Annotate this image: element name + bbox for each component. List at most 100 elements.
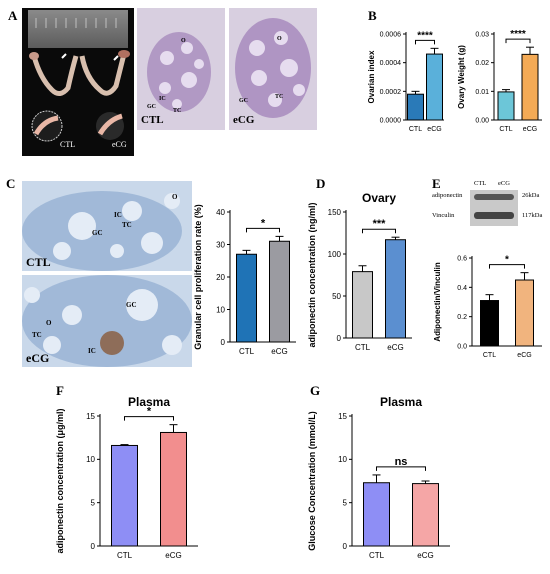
histology-c-ecg: GC O TC IC eCG — [22, 275, 192, 367]
ruler-ticks — [35, 18, 117, 28]
y-tick-label: 50 — [332, 292, 341, 301]
x-tick-label: eCG — [427, 126, 441, 133]
y-axis-label: Granular cell proliferation rate (%) — [193, 204, 203, 350]
bar-ecg — [160, 431, 187, 547]
y-tick-label: 40 — [216, 208, 225, 217]
histology-ctl-drawing — [147, 32, 211, 112]
y-tick-label: 0.03 — [475, 31, 489, 38]
x-tick-label: eCG — [417, 551, 433, 560]
y-tick-label: 0.02 — [475, 60, 489, 67]
y-axis-label: Glucose Concentration (mmol/L) — [307, 411, 317, 551]
histology-c-ctl-drawing — [22, 191, 182, 271]
label-tc: TC — [173, 108, 182, 114]
y-axis-label: Ovary Weight (g) — [457, 45, 466, 109]
x-tick-label: CTL — [239, 347, 255, 356]
x-tick-label: CTL — [369, 551, 385, 560]
chart-title: Plasma — [128, 395, 170, 409]
histology-ctl-label: CTL — [141, 114, 164, 126]
label-o: O — [277, 36, 282, 42]
group-label-ctl: CTL — [60, 140, 76, 149]
label-ic: IC — [114, 211, 122, 219]
histology-ecg-label: eCG — [233, 114, 255, 126]
y-tick-label: 100 — [328, 250, 342, 259]
y-tick-label: 5 — [91, 498, 96, 507]
blot-kda-117: 117kDa — [522, 212, 543, 219]
histology-ctl: O IC GC TC CTL — [137, 8, 225, 130]
bar-ctl — [480, 300, 499, 347]
significance-bracket — [246, 227, 280, 233]
bar-ecg — [515, 279, 534, 347]
x-tick-label: eCG — [517, 352, 531, 359]
y-tick-label: 0 — [221, 338, 226, 347]
panel-letter-b: B — [368, 8, 377, 23]
panel-letter-f: F — [56, 383, 64, 398]
bar-ctl — [363, 482, 390, 547]
label-tc: TC — [275, 94, 284, 100]
y-tick-label: 30 — [216, 240, 225, 249]
x-tick-label: CTL — [355, 343, 371, 352]
label-gc: GC — [126, 301, 137, 309]
chart-e: 0.0 0.2 0.4 0.6 Adiponectin/Vinculin CTL eCG * — [433, 255, 542, 359]
chart-c: 0 10 20 30 40 Granular cell proliferation rat… — [193, 204, 296, 356]
ovary-photo: CTL eCG — [22, 8, 134, 156]
blot-band-vinculin — [474, 212, 514, 219]
y-tick-label: 20 — [216, 273, 225, 282]
y-tick-label: 0.0002 — [380, 89, 402, 96]
chart-title: Plasma — [380, 395, 422, 409]
y-tick-label: 0.6 — [457, 255, 467, 262]
bar-ctl — [352, 271, 373, 339]
group-label-ecg: eCG — [112, 140, 127, 149]
y-tick-label: 5 — [343, 498, 348, 507]
histology-ecg-drawing — [235, 18, 311, 118]
x-tick-label: CTL — [409, 126, 422, 133]
x-tick-label: CTL — [117, 551, 133, 560]
y-tick-label: 0.0004 — [380, 60, 402, 67]
significance-bracket — [124, 416, 174, 421]
bar-ctl — [497, 91, 515, 121]
uterus-drawing — [29, 50, 130, 142]
blot-row-adiponectin: adiponectin — [432, 192, 463, 199]
panel-letter-a: A — [8, 8, 18, 23]
chart-g: Plasma 0 5 10 15 Glucose Concentration (mmol/… — [307, 395, 450, 560]
y-tick-label: 0 — [337, 334, 342, 343]
y-tick-label: 0.0 — [457, 343, 467, 350]
label-ic: IC — [159, 96, 166, 102]
panel-letter-e: E — [432, 176, 441, 191]
y-tick-label: 0.01 — [475, 89, 489, 96]
chart-b1: 0.0000 0.0002 0.0004 0.0006 Ovarian index CTL… — [367, 30, 444, 133]
blot-kda-26: 26kDa — [522, 192, 540, 199]
y-tick-label: 10 — [86, 455, 95, 464]
histology-c-ctl: O IC TC GC CTL — [22, 181, 192, 271]
histology-c-ecg-drawing — [22, 275, 192, 367]
significance-label: * — [261, 217, 266, 229]
significance-label: **** — [510, 29, 526, 40]
western-blot: CTL eCG adiponectin Vinculin 26kDa 117kD… — [432, 180, 548, 238]
significance-label: **** — [417, 30, 433, 41]
panel-letter-c: C — [6, 176, 16, 191]
bar-ecg — [426, 53, 443, 121]
histology-c-ctl-label: CTL — [26, 255, 51, 269]
significance-label: * — [147, 406, 152, 418]
bar-ecg — [385, 239, 406, 339]
y-axis-label: Ovarian index — [367, 50, 376, 103]
x-tick-label: eCG — [271, 347, 287, 356]
bar-ecg — [521, 53, 539, 121]
x-tick-label: eCG — [165, 551, 181, 560]
chart-title: Ovary — [362, 191, 396, 205]
x-tick-label: CTL — [499, 126, 512, 133]
y-tick-label: 150 — [328, 208, 342, 217]
bar-ecg — [412, 483, 439, 547]
bar-ctl — [236, 253, 257, 343]
blot-row-vinculin: Vinculin — [432, 212, 455, 219]
label-tc: TC — [122, 221, 132, 229]
chart-d: Ovary 0 50 100 150 adiponectin concentration … — [307, 191, 412, 352]
label-o: O — [46, 319, 52, 327]
panel-letter-d: D — [316, 176, 326, 191]
blot-header-ctl: CTL — [474, 180, 487, 187]
label-o: O — [172, 193, 178, 201]
blot-image — [470, 190, 518, 226]
significance-bracket — [376, 466, 426, 471]
x-tick-label: eCG — [523, 126, 537, 133]
label-gc: GC — [239, 98, 248, 104]
y-tick-label: 0.2 — [457, 314, 467, 321]
